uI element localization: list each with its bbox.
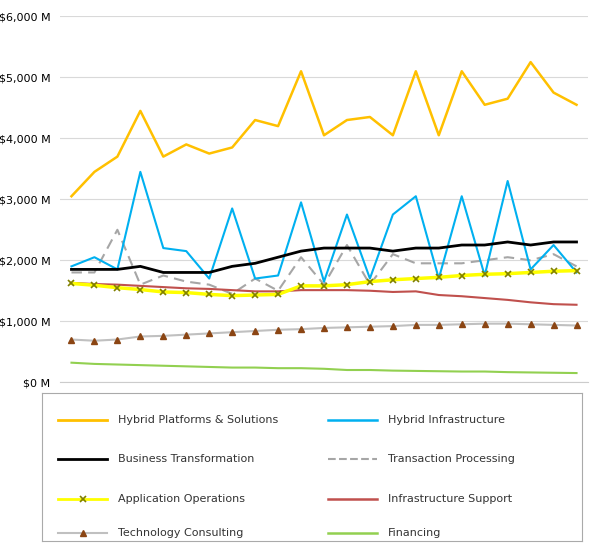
- Text: Financing: Financing: [388, 528, 441, 538]
- Text: Hybrid Infrastructure: Hybrid Infrastructure: [388, 414, 505, 425]
- Text: Business Transformation: Business Transformation: [118, 454, 254, 465]
- Text: Application Operations: Application Operations: [118, 494, 245, 505]
- Text: Technology Consulting: Technology Consulting: [118, 528, 243, 538]
- Text: Transaction Processing: Transaction Processing: [388, 454, 514, 465]
- Text: Infrastructure Support: Infrastructure Support: [388, 494, 512, 505]
- Text: Hybrid Platforms & Solutions: Hybrid Platforms & Solutions: [118, 414, 278, 425]
